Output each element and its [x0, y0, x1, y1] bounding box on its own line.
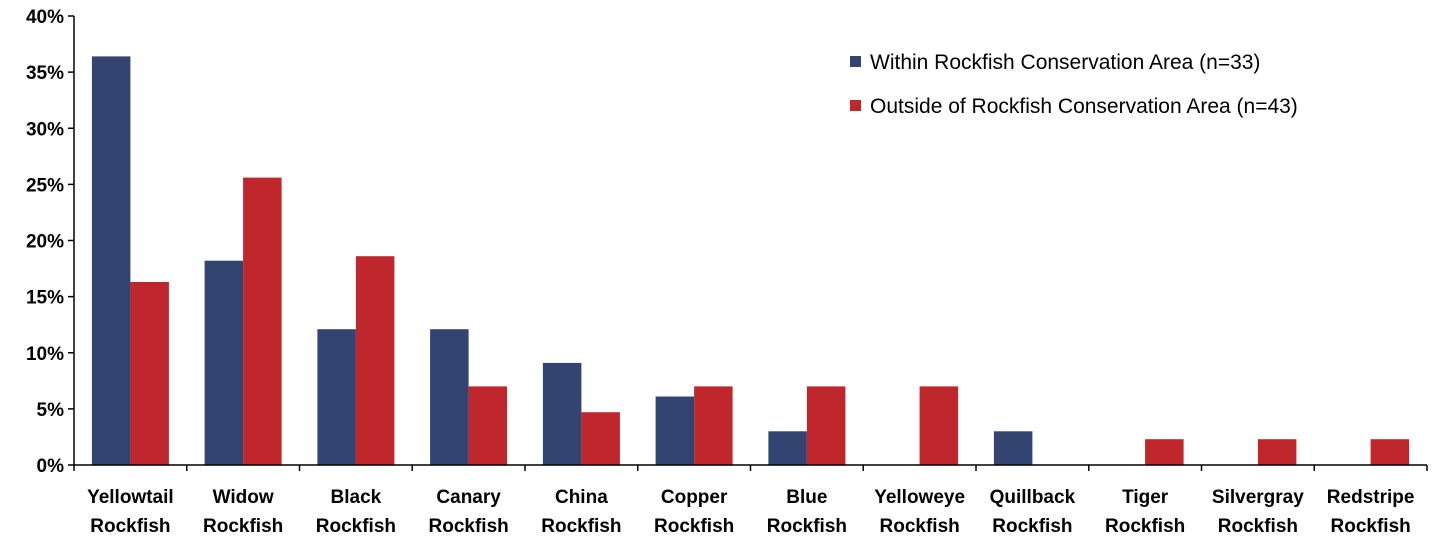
bar-series1-cat6 — [655, 396, 695, 465]
bar-series2-cat12 — [1370, 439, 1410, 465]
bar-series2-cat2 — [243, 177, 282, 465]
bar-series2-cat11 — [1257, 439, 1297, 465]
y-tick-label: 15% — [26, 288, 64, 309]
bar-series2-cat1 — [130, 282, 169, 465]
x-tick-label: Redstripe Rockfish — [1327, 487, 1415, 537]
x-tick-label: Widow Rockfish — [203, 487, 283, 537]
bar-series1-cat4 — [430, 329, 469, 465]
x-tick-label: Tiger Rockfish — [1105, 487, 1185, 537]
x-axis-ticks: Yellowtail Rockfish Widow Rockfish Black Rock… — [73, 465, 1428, 537]
bar-series2-cat10 — [1145, 439, 1184, 465]
bar-series1-cat2 — [204, 260, 244, 465]
bar-series1-cat5 — [542, 362, 582, 465]
x-tick-label: Silvergray Rockfish — [1212, 487, 1304, 537]
bar-series2-cat4 — [468, 386, 508, 465]
y-tick-label: 0% — [37, 456, 65, 477]
bar-series1-cat7 — [768, 431, 807, 465]
y-tick-label: 35% — [26, 63, 64, 84]
bar-series2-cat5 — [581, 412, 620, 465]
y-tick-label: 40% — [26, 7, 64, 28]
y-tick-label: 25% — [26, 175, 64, 196]
bar-series1-cat1 — [91, 56, 131, 466]
x-tick-label: Copper Rockfish — [654, 487, 734, 537]
x-tick-label: Yelloweye Rockfish — [874, 487, 965, 537]
legend-swatch-2 — [850, 100, 861, 111]
legend-label-2: Outside of Rockfish Conservation Area (n… — [870, 95, 1298, 118]
x-tick-label: China Rockfish — [541, 487, 621, 537]
y-axis-ticks: 0% 5% 10% 15% 20% 25% 30% 35% 40% — [26, 7, 74, 477]
x-tick-label: Black Rockfish — [316, 487, 396, 537]
bar-series2-cat7 — [806, 386, 846, 465]
y-tick-label: 10% — [26, 344, 64, 365]
y-tick-label: 30% — [26, 119, 64, 140]
x-tick-label: Quillback Rockfish — [990, 487, 1076, 537]
bar-series1-cat9 — [993, 431, 1033, 465]
x-tick-label: Canary Rockfish — [429, 487, 509, 537]
legend-swatch-1 — [850, 56, 861, 67]
bars-group — [91, 56, 1410, 466]
x-tick-label: Yellowtail Rockfish — [87, 487, 174, 537]
x-tick-label: Blue Rockfish — [767, 487, 847, 537]
bar-series2-cat3 — [355, 256, 395, 465]
bar-series2-cat6 — [694, 386, 733, 465]
bar-series2-cat8 — [919, 386, 959, 465]
legend-label-1: Within Rockfish Conservation Area (n=33) — [870, 51, 1260, 74]
legend: Within Rockfish Conservation Area (n=33)… — [850, 51, 1298, 118]
y-tick-label: 20% — [26, 232, 64, 253]
y-tick-label: 5% — [37, 400, 65, 421]
bar-series1-cat3 — [317, 329, 356, 465]
